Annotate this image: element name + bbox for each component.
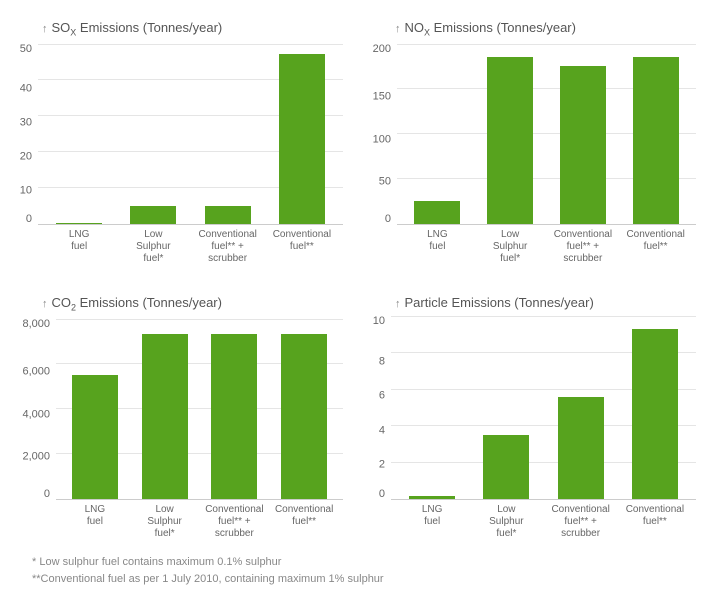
y-tick: 40: [20, 83, 32, 94]
title-text: SO: [52, 20, 71, 35]
bars: [56, 319, 343, 499]
plot-wrap: 50 40 30 20 10 0: [20, 44, 343, 225]
bar: [409, 496, 455, 499]
y-arrow-icon: ↑: [395, 23, 401, 35]
plot-wrap: 200 150 100 50 0: [373, 44, 696, 225]
x-label: Conventionalfuel**: [625, 504, 685, 540]
y-axis: 50 40 30 20 10 0: [20, 44, 38, 225]
x-label: LowSulphurfuel*: [476, 504, 536, 540]
y-tick: 30: [20, 117, 32, 128]
x-label: LowSulphurfuel*: [480, 229, 540, 265]
y-tick: 50: [20, 44, 32, 55]
plot-wrap: 8,000 6,000 4,000 2,000 0: [20, 319, 343, 500]
bar: [279, 54, 325, 224]
plot-area: [397, 44, 696, 225]
y-tick: 4: [379, 425, 385, 436]
x-axis: LNGfuel LowSulphurfuel* Conventionalfuel**…: [397, 225, 696, 265]
y-arrow-icon: ↑: [395, 298, 401, 310]
y-tick: 200: [373, 44, 391, 55]
x-label: LNGfuel: [65, 504, 125, 540]
x-label: Conventionalfuel**: [626, 229, 686, 265]
bar: [483, 435, 529, 499]
x-label: Conventionalfuel**: [272, 229, 332, 265]
footnote-1: * Low sulphur fuel contains maximum 0.1%…: [32, 554, 696, 571]
bar: [211, 334, 257, 499]
footnotes: * Low sulphur fuel contains maximum 0.1%…: [20, 554, 696, 587]
x-label: LowSulphurfuel*: [135, 504, 195, 540]
title-text: NO: [405, 20, 425, 35]
y-tick: 150: [373, 92, 391, 103]
bar: [558, 397, 604, 499]
chart-title: ↑ Particle Emissions (Tonnes/year): [395, 295, 696, 310]
y-tick: 0: [44, 489, 50, 500]
plot-wrap: 10 8 6 4 2 0: [373, 316, 696, 500]
x-axis: LNGfuelLowSulphurfuel*Conventionalfuel**…: [56, 500, 343, 540]
y-tick: 2: [379, 460, 385, 471]
y-tick: 2,000: [22, 452, 50, 463]
chart-title: ↑SOX Emissions (Tonnes/year): [42, 20, 343, 38]
plot-area: [38, 44, 343, 225]
y-tick: 8,000: [22, 319, 50, 330]
y-tick: 4,000: [22, 409, 50, 420]
chart-0: ↑SOX Emissions (Tonnes/year)50403020100L…: [20, 20, 343, 265]
bar: [281, 334, 327, 499]
x-label: Conventionalfuel** +scrubber: [204, 504, 264, 540]
bars: [391, 316, 696, 499]
y-arrow-icon: ↑: [42, 298, 48, 310]
x-label: LowSulphurfuel*: [123, 229, 183, 265]
bar: [205, 206, 251, 224]
chart-title: ↑CO2 Emissions (Tonnes/year): [42, 295, 343, 313]
bar: [560, 66, 606, 224]
bars: [397, 44, 696, 224]
y-tick: 0: [379, 489, 385, 500]
bar: [72, 375, 118, 499]
title-text: CO: [52, 295, 72, 310]
y-tick: 10: [373, 316, 385, 327]
y-tick: 20: [20, 151, 32, 162]
bar: [142, 334, 188, 499]
y-tick: 8: [379, 356, 385, 367]
bar: [56, 223, 102, 224]
footnote-2: **Conventional fuel as per 1 July 2010, …: [32, 571, 696, 588]
bar: [632, 329, 678, 499]
bar: [130, 206, 176, 224]
plot-area: [56, 319, 343, 500]
chart-2: ↑CO2 Emissions (Tonnes/year)8,0006,0004,…: [20, 295, 343, 540]
x-axis: LNGfuel LowSulphurfuel* Conventionalfuel**…: [38, 225, 343, 265]
chart-title: ↑NOX Emissions (Tonnes/year): [395, 20, 696, 38]
x-label: LNGfuel: [49, 229, 109, 265]
bar: [414, 201, 460, 224]
chart-3: ↑ Particle Emissions (Tonnes/year) 10 8 6 4 2 0…: [373, 295, 696, 540]
chart-1: ↑NOX Emissions (Tonnes/year)200150100500…: [373, 20, 696, 265]
y-tick: 6,000: [22, 367, 50, 378]
x-label: Conventionalfuel**: [274, 504, 334, 540]
y-tick: 100: [373, 134, 391, 145]
bar: [487, 57, 533, 224]
y-axis: 8,000 6,000 4,000 2,000 0: [20, 319, 56, 500]
x-label: LNGfuel: [402, 504, 462, 540]
chart-grid: ↑SOX Emissions (Tonnes/year)50403020100L…: [20, 20, 696, 540]
y-tick: 10: [20, 185, 32, 196]
y-tick: 50: [379, 177, 391, 188]
x-label: Conventionalfuel** +scrubber: [198, 229, 258, 265]
bar: [633, 57, 679, 224]
x-label: LNGfuel: [407, 229, 467, 265]
y-tick: 0: [26, 214, 32, 225]
y-axis: 200 150 100 50 0: [373, 44, 397, 225]
y-tick: 0: [385, 214, 391, 225]
x-axis: LNGfuel LowSulphurfuel* Conventionalfuel**…: [391, 500, 696, 540]
x-label: Conventionalfuel** +scrubber: [553, 229, 613, 265]
bars: [38, 44, 343, 224]
title-text: Particle Emissions (Tonnes/year): [405, 295, 594, 310]
plot-area: [391, 316, 696, 500]
title-suffix: Emissions (Tonnes/year): [430, 20, 576, 35]
y-arrow-icon: ↑: [42, 23, 48, 35]
title-suffix: Emissions (Tonnes/year): [76, 20, 222, 35]
title-suffix: Emissions (Tonnes/year): [76, 295, 222, 310]
x-label: Conventionalfuel** +scrubber: [551, 504, 611, 540]
y-tick: 6: [379, 391, 385, 402]
y-axis: 10 8 6 4 2 0: [373, 316, 391, 500]
